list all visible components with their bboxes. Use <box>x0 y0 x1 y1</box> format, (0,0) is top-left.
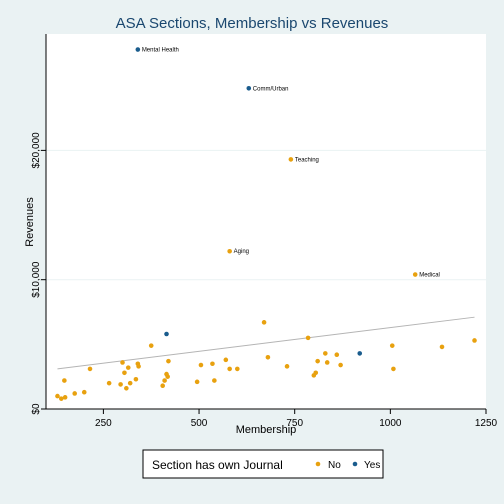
point-no-20 <box>148 343 154 348</box>
point-no-2 <box>412 272 418 277</box>
point-no-19 <box>136 364 141 369</box>
y-axis-ticks: $0 $10,000 $20,000 <box>31 132 46 415</box>
point-label-no-2: Medical <box>419 273 440 279</box>
point-no-17 <box>133 376 139 382</box>
point-no-13 <box>122 370 127 376</box>
point-no-14 <box>124 386 129 391</box>
point-no-24 <box>165 374 170 379</box>
y-axis-title: Revenues <box>24 197 36 247</box>
point-yes-3 <box>357 351 363 356</box>
point-no-36 <box>305 335 311 341</box>
fit-line-group <box>57 316 475 370</box>
point-no-33 <box>261 320 267 325</box>
x-axis-title: Membership <box>236 424 297 436</box>
point-no-30 <box>223 357 229 363</box>
point-no-21 <box>160 383 165 389</box>
legend: Section has own Journal No Yes <box>142 449 384 479</box>
point-no-7 <box>72 391 77 396</box>
point-label-no-1: Aging <box>234 249 249 255</box>
x-tick-label-4: 1250 <box>475 418 498 429</box>
point-no-22 <box>162 378 167 383</box>
legend-marker-no <box>315 461 321 467</box>
point-no-3 <box>55 393 60 399</box>
point-no-44 <box>389 343 395 348</box>
point-no-39 <box>315 358 320 364</box>
legend-label-no: No <box>328 460 341 471</box>
grid-lines <box>46 149 486 281</box>
point-no-4 <box>59 396 64 401</box>
x-tick-label-2: 750 <box>286 418 303 429</box>
x-tick-label-3: 1000 <box>379 418 402 429</box>
legend-label-yes: Yes <box>364 460 380 471</box>
point-no-12 <box>120 360 125 365</box>
point-no-43 <box>338 362 343 368</box>
point-no-38 <box>313 370 319 376</box>
point-no-34 <box>265 354 271 360</box>
point-no-25 <box>166 358 171 364</box>
point-no-32 <box>235 366 240 372</box>
plot-area <box>46 34 486 409</box>
point-no-11 <box>118 382 123 387</box>
point-no-27 <box>198 362 204 368</box>
point-no-29 <box>212 378 217 383</box>
point-yes-0 <box>135 47 141 52</box>
point-no-1 <box>227 248 232 254</box>
y-tick-label-1: $10,000 <box>31 261 42 298</box>
legend-box <box>142 449 384 479</box>
point-no-46 <box>439 344 445 350</box>
point-no-5 <box>62 395 68 400</box>
point-no-6 <box>62 378 67 383</box>
point-no-15 <box>125 365 131 370</box>
point-no-10 <box>106 380 112 386</box>
point-no-16 <box>127 380 133 386</box>
fit-line <box>57 316 475 370</box>
point-no-47 <box>472 338 477 343</box>
point-no-31 <box>227 366 232 372</box>
y-tick-label-2: $20,000 <box>31 132 42 169</box>
point-label-yes-1: Comm/Urban <box>253 86 289 92</box>
data-points <box>55 47 477 401</box>
point-no-8 <box>81 389 87 395</box>
point-no-40 <box>323 351 328 356</box>
y-tick-label-0: $0 <box>31 403 42 415</box>
point-no-35 <box>284 364 290 369</box>
point-labels: Mental Health Comm/Urban Teaching Aging Medi… <box>142 48 440 279</box>
point-no-26 <box>194 379 200 385</box>
legend-marker-yes <box>352 461 358 467</box>
point-yes-1 <box>246 86 252 91</box>
point-label-no-0: Teaching <box>295 157 319 163</box>
x-axis-ticks: 250 500 750 1000 1250 <box>95 409 498 429</box>
point-no-45 <box>391 366 396 372</box>
x-tick-label-0: 250 <box>95 418 112 429</box>
point-yes-2 <box>164 331 169 337</box>
point-no-28 <box>210 361 215 367</box>
legend-title: Section has own Journal <box>152 458 283 472</box>
point-no-9 <box>87 366 93 372</box>
point-label-yes-0: Mental Health <box>142 48 179 54</box>
point-no-0 <box>288 157 294 162</box>
point-no-42 <box>334 352 340 357</box>
point-no-41 <box>324 360 330 365</box>
chart-title: ASA Sections, Membership vs Revenues <box>116 15 389 32</box>
x-tick-label-1: 500 <box>191 418 208 429</box>
